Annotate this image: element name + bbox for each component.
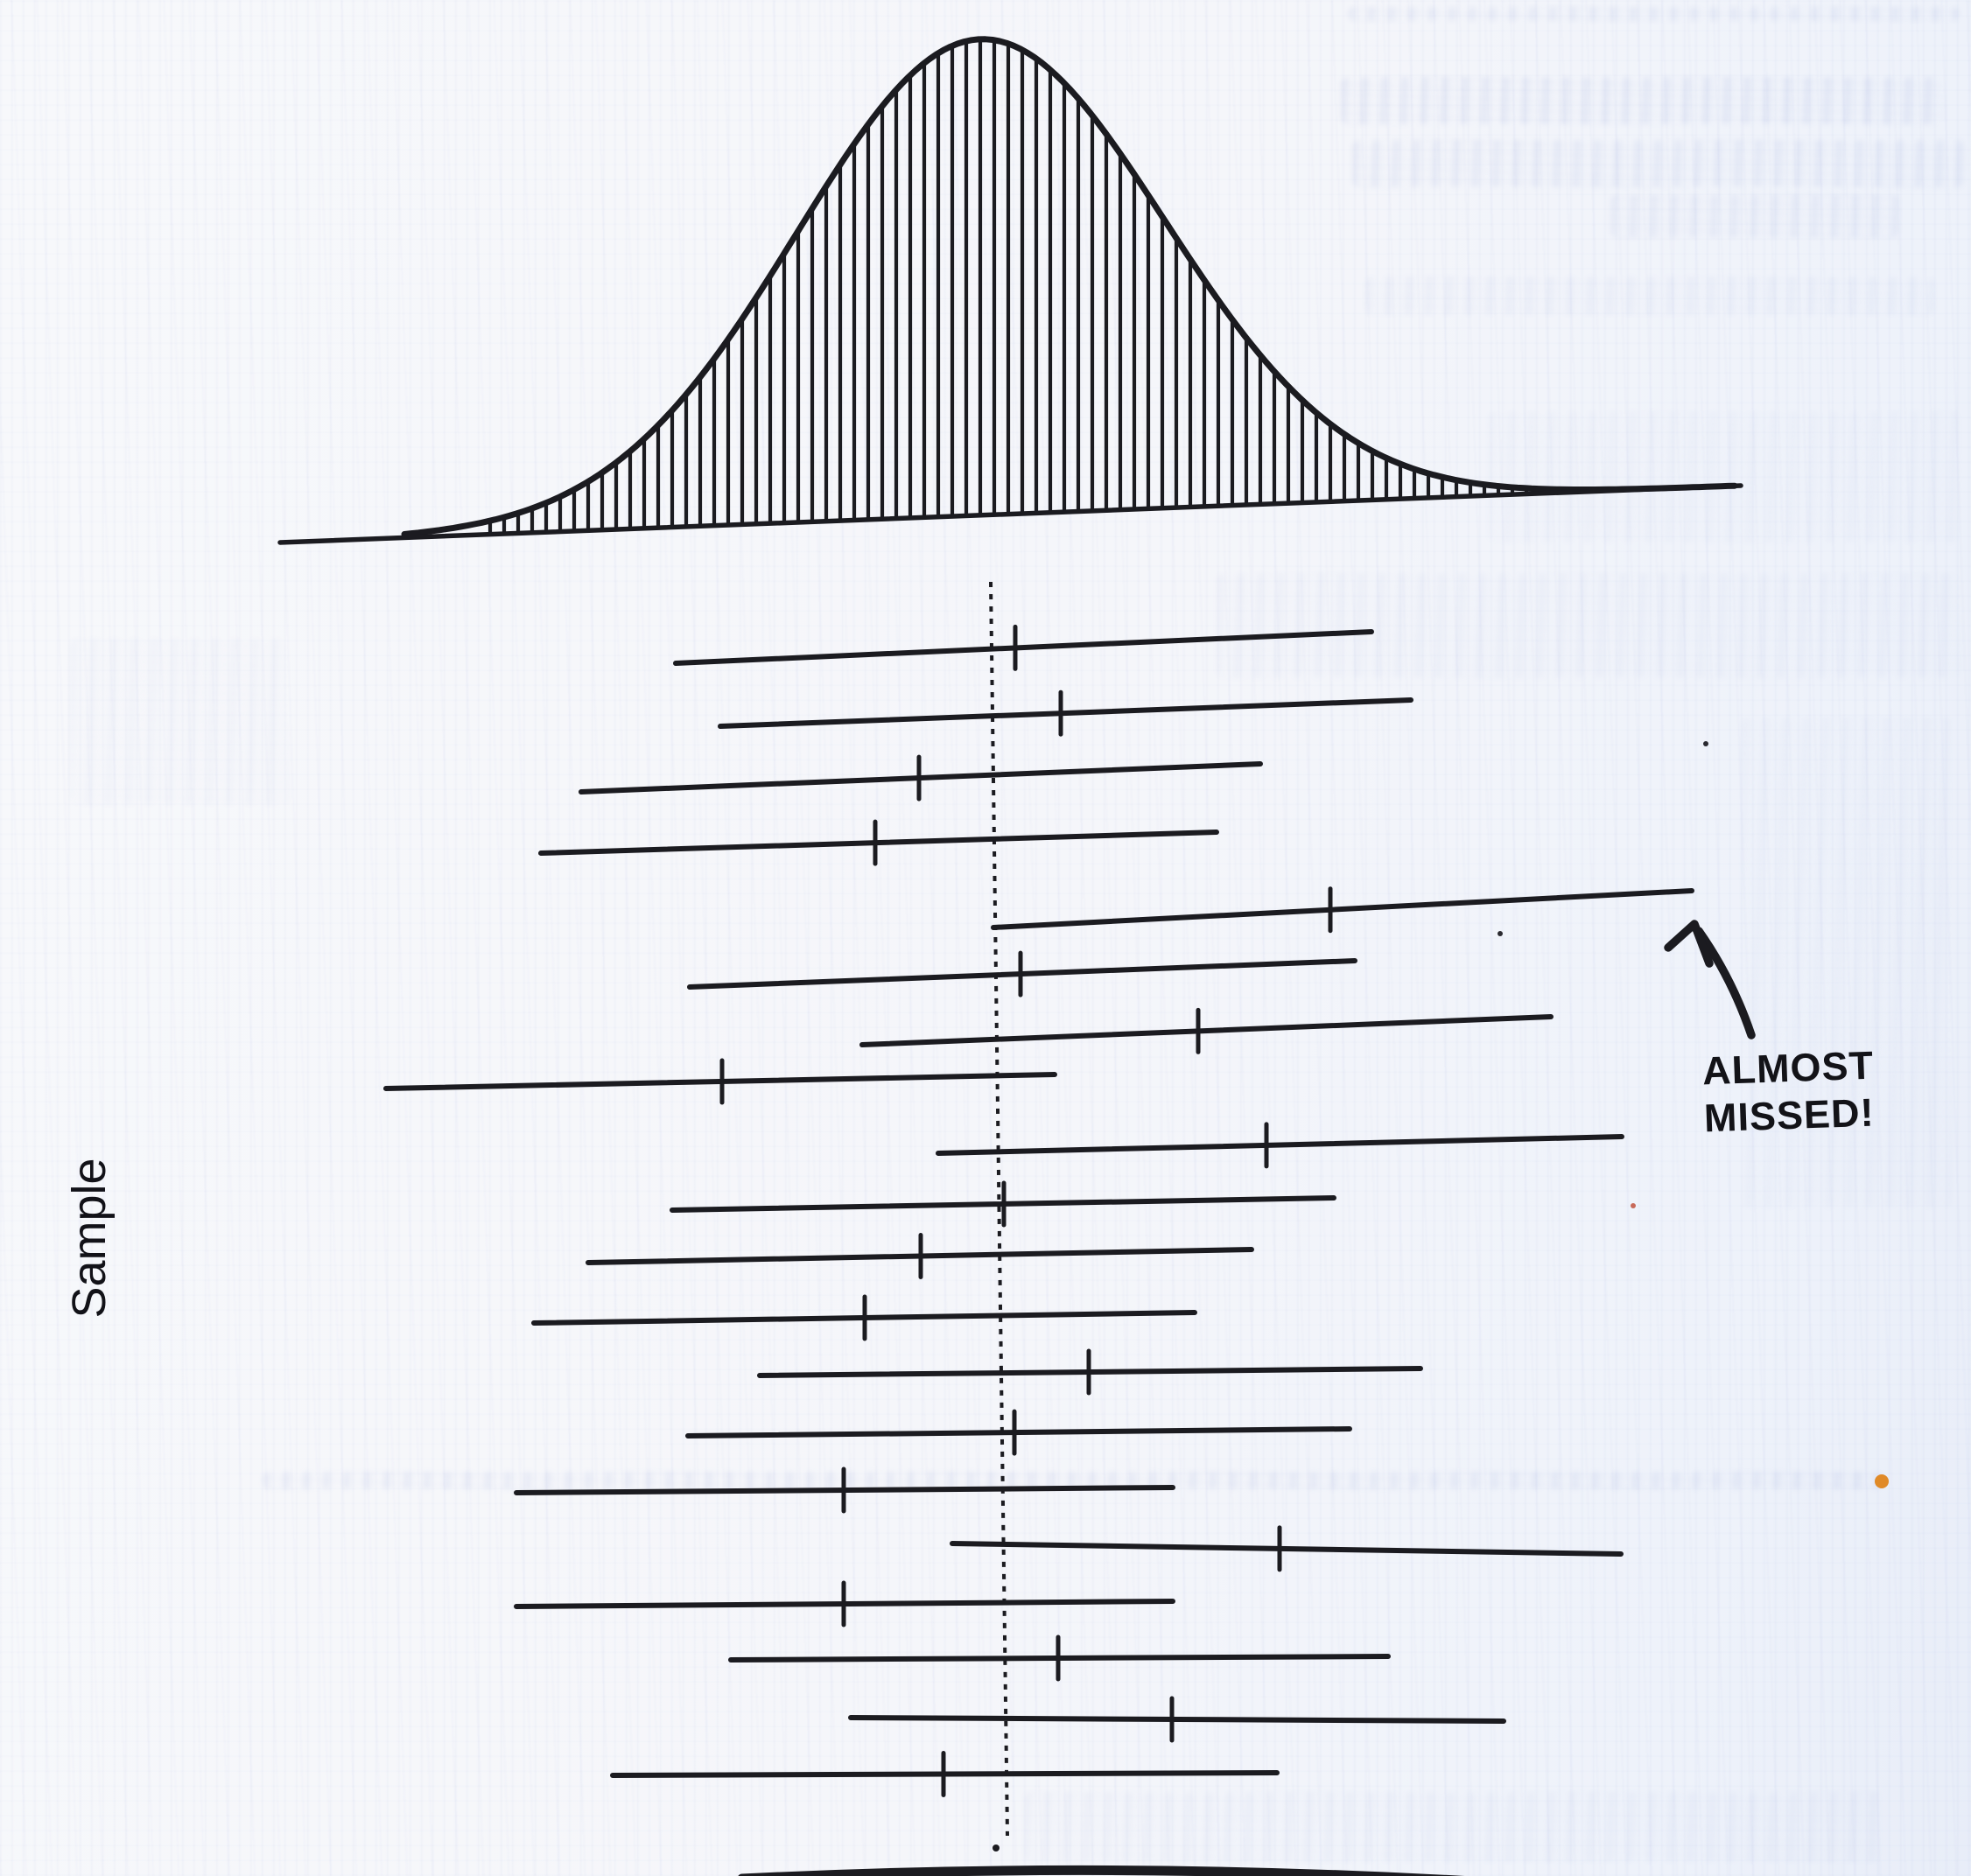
confidence-interval: [728, 1634, 1391, 1682]
annotation-arrow-shaft: [1694, 927, 1756, 1040]
interval-line: [991, 888, 1694, 930]
scan-speck: [1875, 1474, 1889, 1488]
true-mean-dotted-line: [989, 581, 1009, 1837]
confidence-interval: [514, 1466, 1175, 1514]
confidence-interval: [579, 754, 1263, 802]
next-figure-partial-curve: [738, 1865, 1465, 1876]
confidence-intervals-group: [383, 624, 1694, 1797]
annotation-arrow-head: [1664, 920, 1714, 968]
scan-speck: [1703, 741, 1708, 746]
interval-line: [936, 1134, 1624, 1156]
scan-speck: [1498, 931, 1503, 936]
confidence-interval: [859, 1007, 1554, 1054]
confidence-interval: [757, 1348, 1423, 1396]
callout-line1: ALMOST: [1701, 1042, 1875, 1094]
interval-line: [673, 629, 1374, 666]
confidence-interval: [718, 690, 1413, 737]
curve-hatch-group: [487, 40, 1543, 533]
confidence-interval: [673, 624, 1374, 671]
confidence-interval: [848, 1696, 1506, 1743]
confidence-interval: [531, 1294, 1197, 1341]
interval-line: [950, 1541, 1624, 1557]
interval-line: [859, 1014, 1554, 1047]
confidence-interval: [670, 1180, 1336, 1228]
confidence-interval: [586, 1233, 1254, 1279]
interval-line: [848, 1715, 1506, 1724]
callout-line2: MISSED!: [1703, 1089, 1876, 1141]
curve-baseline: [277, 483, 1743, 545]
interval-line: [718, 697, 1413, 729]
almost-missed-callout: ALMOST MISSED!: [1701, 1042, 1876, 1143]
confidence-interval: [538, 819, 1219, 866]
scan-speck: [993, 1844, 1000, 1852]
confidence-interval: [514, 1580, 1175, 1628]
confidence-interval: [687, 950, 1357, 998]
scan-speck: [1631, 1203, 1636, 1208]
confidence-interval: [610, 1751, 1280, 1797]
confidence-interval: [950, 1525, 1624, 1572]
confidence-interval: [991, 886, 1694, 934]
normal-curve-outline: [401, 36, 1738, 537]
interval-line: [685, 1426, 1352, 1438]
confidence-interval: [936, 1122, 1624, 1169]
confidence-interval: [685, 1409, 1352, 1456]
interval-line: [538, 830, 1219, 856]
confidence-interval: [383, 1058, 1057, 1105]
y-axis-label: Sample: [63, 1158, 116, 1319]
scan-specks-group: [993, 741, 1889, 1852]
